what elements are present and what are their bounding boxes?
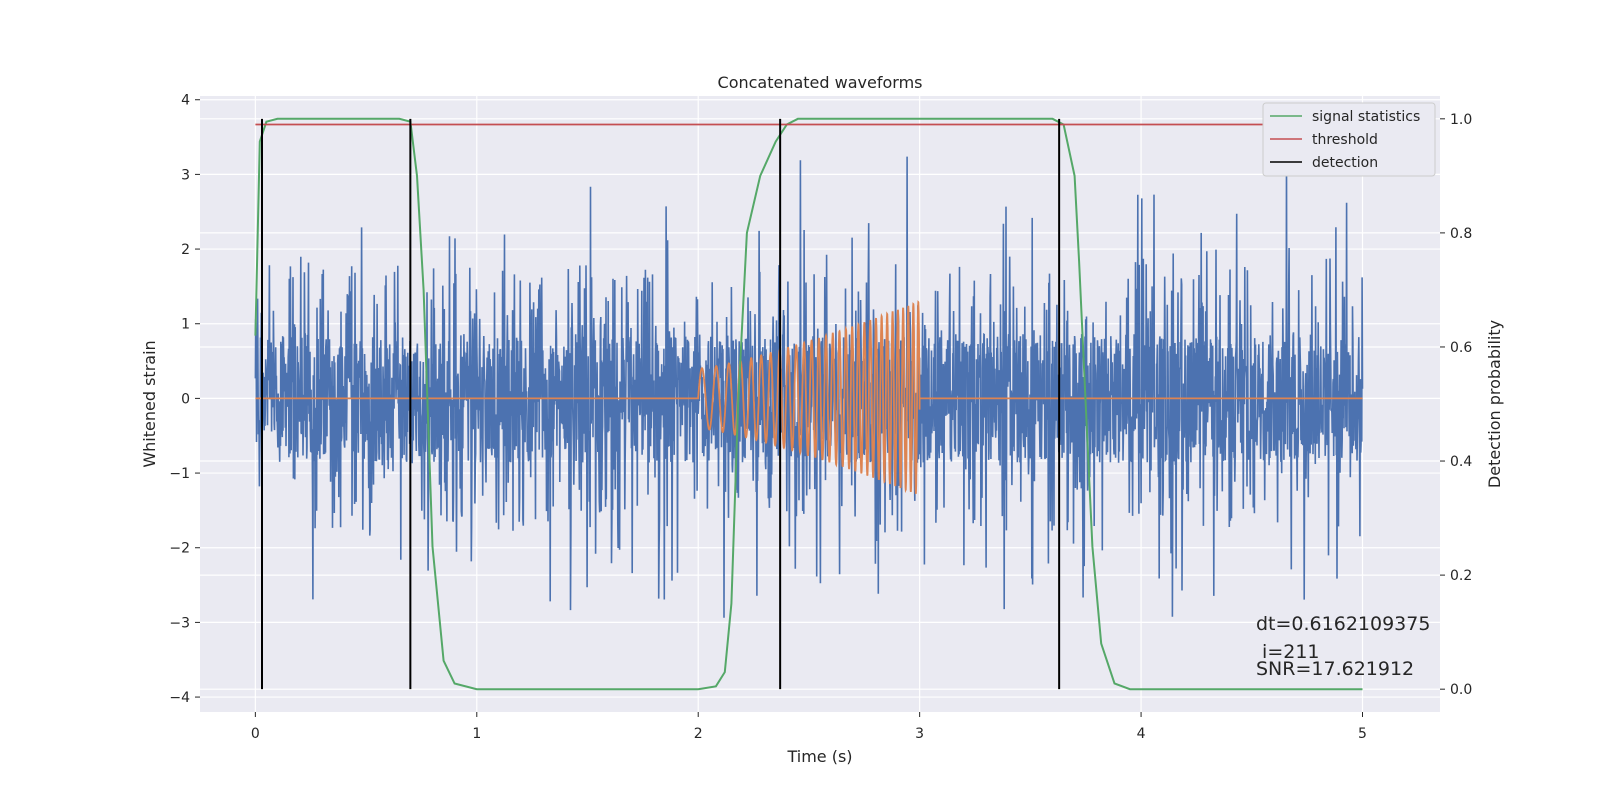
y-right-tick-label: 1.0 bbox=[1450, 112, 1472, 128]
y-left-tick-label: 1 bbox=[181, 317, 190, 333]
chart-title: Concatenated waveforms bbox=[718, 73, 923, 92]
y-left-tick-label: −2 bbox=[169, 541, 190, 557]
y-left-tick-label: −4 bbox=[169, 690, 190, 706]
y-axis-label-left: Whitened strain bbox=[140, 340, 159, 467]
y-axis-label-right: Detection probability bbox=[1485, 320, 1504, 488]
y-left-tick-label: −1 bbox=[169, 466, 190, 482]
y-left-tick-label: −3 bbox=[169, 615, 190, 631]
x-tick-label: 5 bbox=[1358, 726, 1367, 742]
detection-lines bbox=[261, 118, 1061, 690]
strain-line bbox=[254, 156, 1364, 618]
signal-statistics-line bbox=[254, 117, 1363, 691]
legend-label-detection: detection bbox=[1312, 155, 1378, 171]
probability-series bbox=[254, 117, 1363, 691]
x-tick-label: 3 bbox=[915, 726, 924, 742]
waveform-series bbox=[255, 300, 1363, 495]
legend-box bbox=[1262, 102, 1436, 177]
y-left-tick-label: 3 bbox=[181, 167, 190, 183]
x-tick-label: 1 bbox=[472, 726, 481, 742]
y-left-tick-label: 0 bbox=[181, 391, 190, 407]
y-right-tick-label: 0.6 bbox=[1450, 340, 1472, 356]
annotation: dt=0.6162109375 i=211 SNR=17.621912 bbox=[1256, 613, 1430, 680]
legend-label-threshold: threshold bbox=[1312, 132, 1378, 148]
legend: signal statistics threshold detection bbox=[1262, 102, 1436, 177]
annotation-i: i=211 bbox=[1256, 641, 1320, 663]
y-left-tick-label: 2 bbox=[181, 242, 190, 258]
x-tick-label: 2 bbox=[694, 726, 703, 742]
y-right-tick-label: 0.2 bbox=[1450, 568, 1472, 584]
strain-series bbox=[254, 156, 1364, 618]
x-axis-label: Time (s) bbox=[786, 747, 852, 766]
y-right-tick-label: 0.4 bbox=[1450, 454, 1472, 470]
annotation-snr: SNR=17.621912 bbox=[1256, 658, 1414, 680]
legend-label-signal: signal statistics bbox=[1312, 109, 1420, 125]
y-right-tick-label: 0.8 bbox=[1450, 226, 1472, 242]
y-left-tick-label: 4 bbox=[181, 93, 190, 109]
annotation-dt: dt=0.6162109375 bbox=[1256, 613, 1430, 635]
x-tick-label: 0 bbox=[251, 726, 260, 742]
y-right-tick-label: 0.0 bbox=[1450, 682, 1472, 698]
tick-labels: 0 1 2 3 4 5 4 3 2 1 0 −1 −2 −3 −4 1.0 0.8 0.6 0.4 0.2 0.0 bbox=[169, 93, 1472, 742]
waveform-line bbox=[255, 300, 1363, 495]
x-tick-label: 4 bbox=[1137, 726, 1146, 742]
